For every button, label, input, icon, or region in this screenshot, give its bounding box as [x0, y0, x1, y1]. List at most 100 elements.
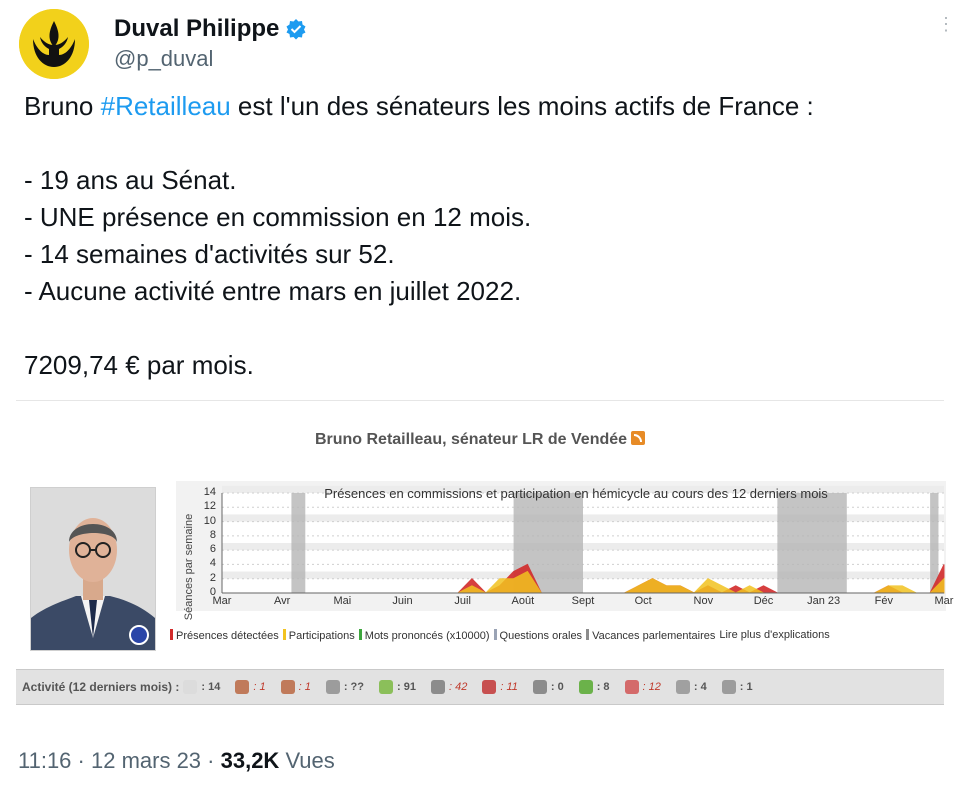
series-area	[457, 570, 945, 594]
text-segment: est l'un des sénateurs les moins actifs …	[230, 91, 814, 121]
legend-label: Présences détectées	[176, 630, 279, 642]
bullet-line: - 14 semaines d'activités sur 52.	[24, 239, 395, 269]
x-tick-label: Août	[511, 595, 535, 607]
tweet-line-1: Bruno #Retailleau est l'un des sénateurs…	[24, 88, 944, 125]
more-options-icon[interactable]: ⋮	[937, 14, 955, 34]
proposal-icon	[532, 680, 547, 694]
card-title: Bruno Retailleau, sénateur LR de Vendée	[16, 431, 944, 449]
x-tick-label: Mar	[212, 595, 232, 607]
legend-swatch	[358, 629, 362, 640]
legend-item: Vacances parlementaires	[586, 629, 715, 642]
activity-value: : 1	[739, 681, 753, 693]
x-tick-label: Mar	[934, 595, 954, 607]
blank-line	[24, 125, 944, 162]
chart-legend: Présences détectées Participations Mots …	[170, 629, 830, 642]
tweet-time[interactable]: 11:16	[18, 748, 72, 773]
bullet-line: - 19 ans au Sénat.	[24, 165, 237, 195]
author-avatar[interactable]	[19, 9, 89, 79]
x-tick-label: Jan 23	[807, 595, 841, 607]
x-tick-label: Juil	[454, 595, 471, 607]
activity-value: : 4	[693, 681, 707, 693]
activity-item[interactable]: : 91	[379, 680, 416, 694]
x-tick-label: Oct	[634, 595, 652, 607]
activity-value: : ??	[343, 681, 364, 693]
activity-item[interactable]: : 1	[721, 680, 753, 694]
legend-item: Participations	[282, 629, 355, 642]
tweet-date[interactable]: 12 mars 23	[90, 748, 202, 773]
y-tick-label: 6	[209, 543, 216, 556]
blank-line	[24, 310, 944, 347]
activity-item[interactable]: : 4	[675, 680, 707, 694]
salary-line: 7209,74 € par mois.	[24, 350, 254, 380]
rebel-alliance-icon	[19, 9, 89, 79]
activity-item[interactable]: : 0	[532, 680, 564, 694]
activity-value: : 42	[448, 681, 468, 693]
activity-value: : 14	[201, 681, 221, 693]
x-tick-label: Avr	[274, 595, 291, 607]
activity-value: : 0	[550, 681, 564, 693]
legend-label: Mots prononcés (x10000)	[364, 630, 490, 642]
embedded-image[interactable]: Bruno Retailleau, sénateur LR de Vendée …	[16, 400, 953, 721]
activity-item[interactable]: : 1	[235, 680, 266, 694]
activity-item[interactable]: : 12	[624, 680, 661, 694]
x-tick-label: Nov	[693, 595, 714, 607]
legend-label: Vacances parlementaires	[592, 630, 716, 642]
chart-title: Présences en commissions et participatio…	[324, 486, 828, 501]
chart-y-axis-label: Séances par semaine	[183, 513, 195, 621]
grid-band	[222, 485, 944, 493]
legend-item: Mots prononcés (x10000)	[358, 629, 490, 642]
x-tick-label: Déc	[753, 595, 774, 607]
group-icon	[624, 680, 639, 694]
tweet-text: Bruno #Retailleau est l'un des sénateurs…	[24, 88, 944, 384]
activity-value: : 8	[596, 681, 610, 693]
circle-icon	[721, 680, 736, 694]
legend-swatch	[493, 629, 497, 640]
y-tick-label: 0	[209, 586, 216, 598]
activity-label: Activité (12 derniers mois) :	[22, 680, 180, 694]
y-tick-label: 2	[209, 571, 216, 584]
activity-value: : 91	[397, 681, 416, 693]
senator-photo	[30, 487, 156, 651]
x-tick-label: Sept	[571, 595, 595, 607]
amendment-icon	[430, 680, 445, 694]
document-icon	[379, 680, 393, 694]
report-icon	[482, 680, 497, 694]
x-tick-label: Juin	[392, 595, 413, 607]
views-label: Vues	[285, 748, 335, 773]
verified-badge-icon	[285, 18, 307, 40]
legend-item: Présences détectées	[170, 629, 279, 642]
legend-swatch	[170, 629, 173, 640]
activity-value: : 1	[298, 681, 311, 693]
activity-chart	[176, 481, 946, 611]
legend-label: Questions orales	[499, 630, 583, 642]
activity-item[interactable]: : ??	[325, 680, 364, 694]
explanations-link[interactable]: Lire plus d'explications	[719, 629, 830, 641]
activity-item[interactable]: : 14	[183, 680, 220, 694]
hashtag-link[interactable]: #Retailleau	[100, 91, 231, 121]
activity-value: : 1	[253, 681, 266, 693]
y-tick-label: 10	[203, 514, 216, 527]
y-tick-label: 12	[203, 500, 216, 513]
y-tick-label: 8	[209, 528, 216, 541]
vacation-band	[930, 493, 939, 593]
speaker-icon	[235, 680, 250, 694]
tweet-meta: 11:16 · 12 mars 23 · 33,2K Vues	[18, 748, 335, 773]
legend-item: Questions orales	[493, 629, 583, 642]
x-tick-label: Mai	[333, 595, 352, 607]
activity-item[interactable]: : 8	[578, 680, 610, 694]
activity-summary-bar: Activité (12 derniers mois) : : 14 : 1 : 1…	[16, 669, 944, 705]
card-title-text: Bruno Retailleau, sénateur LR de Vendée	[314, 431, 628, 448]
question-icon	[578, 680, 593, 694]
author-handle[interactable]: @p_duval	[114, 46, 214, 71]
pen-icon	[675, 680, 690, 694]
phone-icon	[325, 680, 340, 694]
vacation-band	[777, 493, 847, 593]
activity-item[interactable]: : 42	[430, 680, 468, 694]
activity-value: : 11	[500, 681, 518, 693]
author-display-name[interactable]: Duval Philippe	[114, 15, 280, 42]
activity-value: : 12	[642, 681, 661, 693]
activity-item[interactable]: : 11	[482, 680, 518, 694]
people-icon	[280, 680, 295, 694]
activity-item[interactable]: : 1	[280, 680, 311, 694]
legend-swatch	[586, 629, 590, 640]
